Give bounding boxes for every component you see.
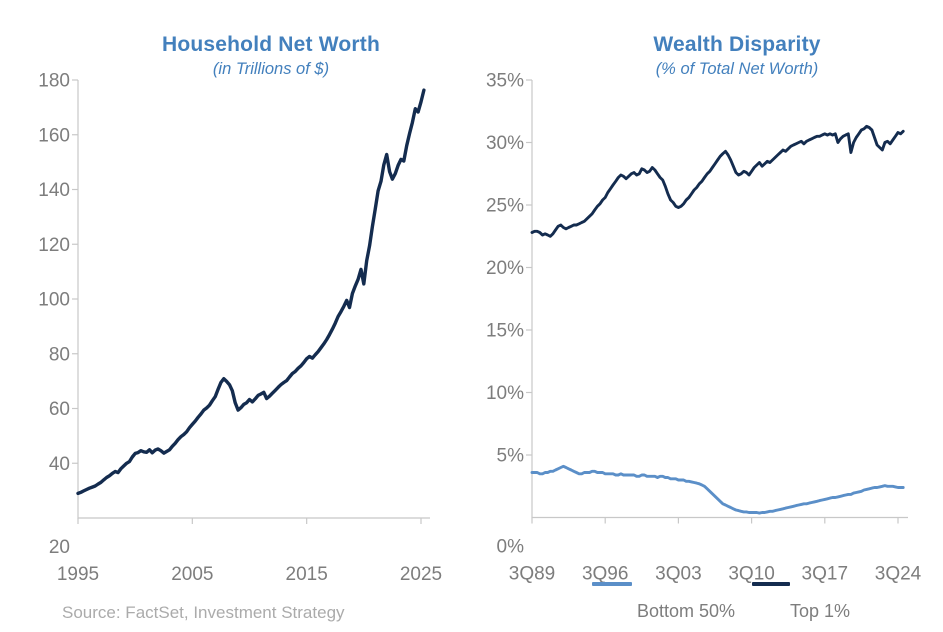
series-line-bottom-50 [530,464,905,515]
net-worth-title-block: Household Net Worth (in Trillions of $) [78,33,464,78]
net-worth-chart-subtitle: (in Trillions of $) [212,60,330,79]
y-tick-label: 40 [49,454,70,475]
x-tick-label: 2015 [286,564,328,585]
y-tick-label: 60 [49,399,70,420]
wealth-disparity-chart-subtitle: (% of Total Net Worth) [655,60,819,79]
y-tick-label: 80 [49,344,70,365]
legend-label-top-1: Top 1% [789,601,851,621]
y-tick-label: 5% [497,446,525,467]
x-tick-label: 3Q89 [509,564,555,585]
y-axis-min-label: 20 [49,537,70,558]
y-tick-label: 120 [38,235,70,256]
x-tick-label: 3Q10 [728,564,774,585]
x-tick-label: 3Q96 [582,564,628,585]
legend-label-bottom-50: Bottom 50% [636,601,736,621]
x-tick-label: 1995 [57,564,99,585]
x-tick-label: 2005 [171,564,213,585]
legend-line-top-1 [752,582,790,586]
axis-lines [77,80,430,519]
y-tick-label: 180 [38,71,70,92]
legend-line-bottom-50 [592,582,632,586]
y-axis-min-label: 0% [497,537,525,558]
y-tick-label: 10% [486,383,524,404]
x-tick-label: 3Q24 [875,564,922,585]
y-tick-label: 20% [486,258,524,279]
y-tick-label: 30% [486,133,524,154]
wealth-disparity-title-block: Wealth Disparity (% of Total Net Worth) [532,33,942,78]
y-tick-label: 35% [486,71,524,92]
wealth-disparity-chart-title: Wealth Disparity [653,33,821,56]
x-tick-label: 3Q17 [802,564,848,585]
y-tick-label: 15% [486,321,524,342]
x-tick-label: 2025 [400,564,442,585]
x-tick-label: 3Q03 [655,564,701,585]
net-worth-chart-title: Household Net Worth [161,33,381,56]
y-tick-label: 140 [38,180,70,201]
y-tick-label: 25% [486,196,524,217]
series-line-net-worth [76,88,426,496]
y-tick-label: 160 [38,125,70,146]
y-tick-label: 100 [38,290,70,311]
source-note: Source: FactSet, Investment Strategy [62,603,345,622]
series-line-top-1 [530,124,905,238]
